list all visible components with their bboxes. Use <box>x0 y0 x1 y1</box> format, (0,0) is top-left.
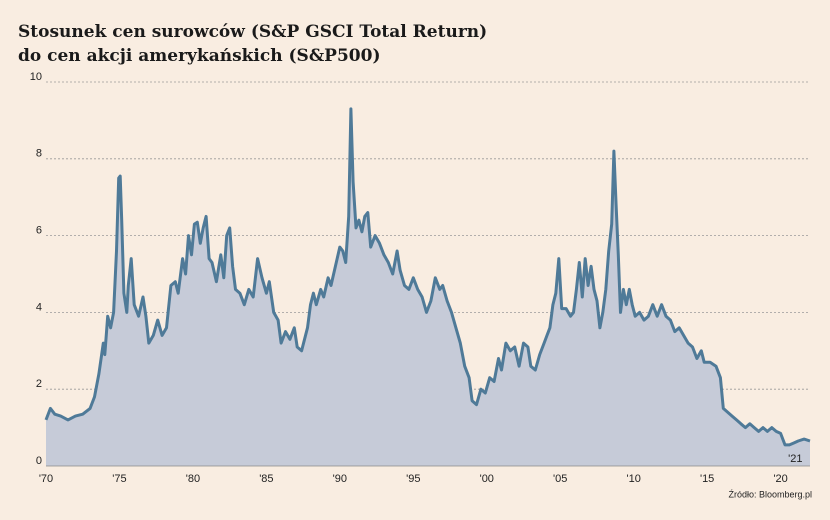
y-tick-label: 6 <box>36 225 42 237</box>
x-tick-label: '75 <box>112 473 126 485</box>
y-tick-label: 2 <box>36 378 42 390</box>
y-tick-label: 0 <box>36 455 42 467</box>
x-tick-label: '15 <box>700 473 714 485</box>
y-tick-label: 8 <box>36 148 42 160</box>
chart-subtitle: do cen akcji amerykańskich (S&P500) <box>18 46 381 66</box>
line <box>44 107 811 447</box>
x-tick-label: '10 <box>627 473 641 485</box>
x-tick-label: '90 <box>333 473 347 485</box>
x-tick-label: '85 <box>259 473 273 485</box>
x-tick-label: '20 <box>773 473 787 485</box>
source: Źródło: Bloomberg.pl <box>728 489 812 499</box>
y-tick-label: 4 <box>36 301 42 313</box>
area <box>46 108 810 467</box>
y-tick-label: 10 <box>30 71 42 83</box>
chart-title: Stosunek cen surowców (S&P GSCI Total Re… <box>18 22 487 42</box>
end-tick-label: '21 <box>788 453 802 465</box>
x-tick-label: '05 <box>553 473 567 485</box>
x-tick-label: '70 <box>39 473 53 485</box>
x-tick-label: '80 <box>186 473 200 485</box>
x-tick-label: '00 <box>480 473 494 485</box>
x-tick-label: '95 <box>406 473 420 485</box>
